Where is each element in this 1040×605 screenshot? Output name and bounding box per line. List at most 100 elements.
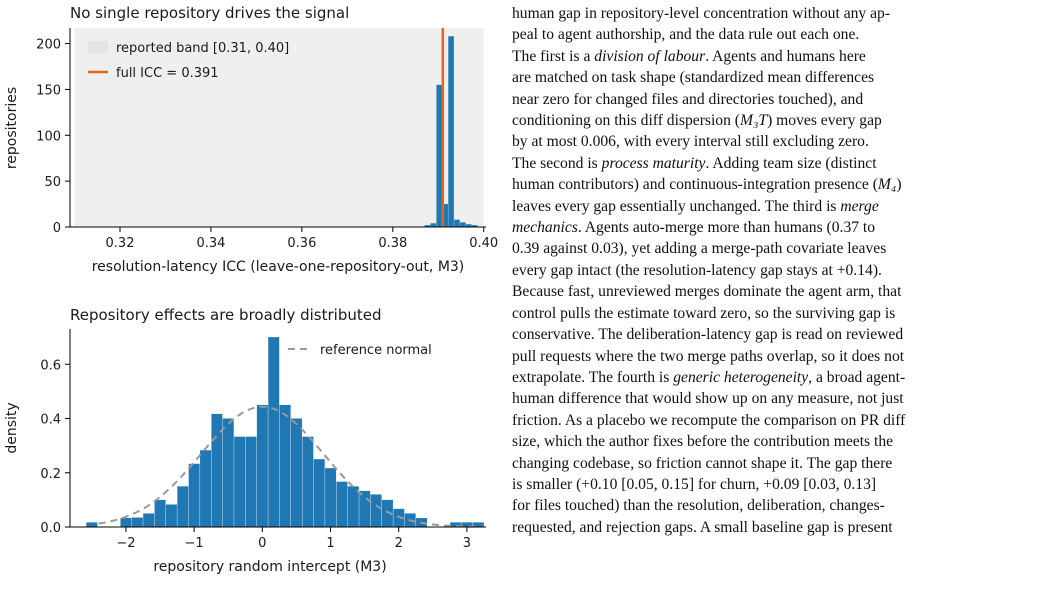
text-line: Because fast, unreviewed merges dominate… xyxy=(512,283,902,301)
x-tick-label: −2 xyxy=(116,536,135,551)
top-panel: No single repository drives the signal 0… xyxy=(4,4,498,275)
histogram-bar xyxy=(442,204,448,227)
text-span: leaves every gap essentially unchanged. … xyxy=(512,197,841,215)
text-line: The second is process maturity. Adding t… xyxy=(512,153,1034,174)
x-tick-label: 2 xyxy=(395,536,403,551)
top-x-ticks: 0.32 0.34 0.36 0.38 0.40 xyxy=(106,227,498,251)
text-line: for files touched) than the resolution, … xyxy=(512,497,885,515)
text-line: size, which the author fixes before the … xyxy=(512,433,894,451)
histogram-bar xyxy=(188,463,200,527)
bottom-x-axis-label: repository random intercept (M3) xyxy=(153,559,386,575)
y-tick-label: 0.6 xyxy=(40,358,61,373)
emphasis-division-of-labour: division of labour xyxy=(594,47,706,65)
bottom-legend: reference normal xyxy=(288,343,432,358)
text-line: pull requests where the two merge paths … xyxy=(512,347,905,365)
y-tick-label: 150 xyxy=(36,83,61,98)
text-line: peal to agent authorship, and the data r… xyxy=(512,26,860,44)
text-line: leaves every gap essentially unchanged. … xyxy=(512,196,1034,217)
histogram-bar xyxy=(450,522,462,527)
emphasis-generic-heterogeneity: generic heterogeneity xyxy=(673,368,809,386)
text-span: ) moves every gap xyxy=(767,112,882,130)
y-tick-label: 0.0 xyxy=(40,521,61,536)
text-line: human gap in repository-level concentrat… xyxy=(512,5,891,22)
body-text: human gap in repository-level concentrat… xyxy=(512,0,1034,538)
text-line: every gap intact (the resolution-latency… xyxy=(512,261,882,279)
bottom-y-axis-label: density xyxy=(4,402,20,453)
emphasis-mechanics: mechanics xyxy=(512,219,578,237)
histogram-bar xyxy=(143,513,155,527)
histogram-bar xyxy=(154,499,166,527)
histogram-bar xyxy=(472,522,484,527)
text-line: human contributors) and continuous-integ… xyxy=(512,174,1034,195)
legend-reference-label: reference normal xyxy=(320,343,432,358)
top-x-axis-label: resolution-latency ICC (leave-one-reposi… xyxy=(92,259,465,275)
x-tick-label: 0.32 xyxy=(106,236,135,251)
bottom-histogram-bars xyxy=(86,337,484,527)
histogram-bar xyxy=(177,486,189,527)
y-tick-label: 0 xyxy=(53,221,61,236)
text-line: 0.39 against 0.03), yet adding a merge-p… xyxy=(512,240,887,258)
histogram-bar xyxy=(279,404,291,527)
y-tick-label: 100 xyxy=(36,129,61,144)
text-line: mechanics. Agents auto-merge more than h… xyxy=(512,217,1034,238)
histogram-bar xyxy=(268,337,280,527)
text-span: human contributors) and continuous-integ… xyxy=(512,176,878,194)
text-span: . Adding team size (distinct xyxy=(705,154,877,172)
histogram-bar xyxy=(370,494,382,527)
histogram-bar xyxy=(313,459,325,527)
bottom-y-ticks: 0.0 0.2 0.4 0.6 xyxy=(40,358,70,536)
text-line: is smaller (+0.10 [0.05, 0.15] for churn… xyxy=(512,475,877,493)
histogram-bar xyxy=(211,413,223,527)
x-tick-label: 0.38 xyxy=(378,236,407,251)
top-legend: reported band [0.31, 0.40] full ICC = 0.… xyxy=(88,41,289,81)
text-span: . Agents and humans here xyxy=(705,47,866,65)
histogram-bar xyxy=(359,490,371,527)
top-histogram-bars xyxy=(424,36,478,228)
top-y-axis-label: repositories xyxy=(4,87,20,169)
x-tick-label: 3 xyxy=(463,536,471,551)
top-y-ticks: 0 50 100 150 200 xyxy=(36,38,70,236)
text-span: . Agents auto-merge more than humans (0.… xyxy=(577,219,876,237)
text-line: changing codebase, so friction cannot sh… xyxy=(512,454,893,472)
text-span: ) xyxy=(896,176,902,194)
text-line: The first is a division of labour. Agent… xyxy=(512,46,1034,67)
histogram-bar xyxy=(245,436,257,527)
legend-band-swatch xyxy=(88,41,108,53)
histogram-bar xyxy=(120,518,132,527)
bottom-panel-title: Repository effects are broadly distribut… xyxy=(70,306,382,324)
x-tick-label: 0.34 xyxy=(196,236,225,251)
histogram-bar xyxy=(454,219,460,227)
bottom-panel: Repository effects are broadly distribut… xyxy=(4,306,486,575)
histogram-bar xyxy=(336,481,348,527)
text-line: friction. As a placebo we recompute the … xyxy=(512,411,906,429)
reported-band xyxy=(74,28,484,227)
y-tick-label: 0.2 xyxy=(40,467,61,482)
text-span: , a broad agent- xyxy=(808,368,906,386)
text-line: are matched on task shape (standardized … xyxy=(512,69,875,87)
histogram-bar xyxy=(86,522,98,527)
text-line: by at most 0.006, with every interval st… xyxy=(512,133,869,151)
histogram-bar xyxy=(302,436,314,527)
math-m4: M₄ xyxy=(877,176,897,194)
emphasis-merge: merge xyxy=(840,197,879,215)
histogram-bar xyxy=(256,404,268,527)
text-line: human difference that would show up on a… xyxy=(512,390,904,408)
histogram-bar xyxy=(465,224,472,227)
histogram-bar xyxy=(290,418,302,527)
legend-icc-label: full ICC = 0.391 xyxy=(116,66,219,81)
text-span: conditioning on this diff dispersion ( xyxy=(512,112,740,130)
text-span: The second is xyxy=(512,154,602,172)
emphasis-process-maturity: process maturity xyxy=(601,154,706,172)
text-line: near zero for changed files and director… xyxy=(512,90,864,108)
histogram-bar xyxy=(448,36,454,228)
histogram-bar xyxy=(430,223,437,227)
histogram-bar xyxy=(347,486,359,527)
text-line: control pulls the estimate toward zero, … xyxy=(512,304,896,322)
histogram-bar xyxy=(131,517,143,527)
histogram-bar xyxy=(461,522,473,527)
x-tick-label: 0.40 xyxy=(469,236,498,251)
x-tick-label: 0.36 xyxy=(287,236,316,251)
text-line: conditioning on this diff dispersion (M₃… xyxy=(512,110,1034,131)
text-span: The first is a xyxy=(512,47,595,65)
histogram-bar xyxy=(325,468,337,527)
